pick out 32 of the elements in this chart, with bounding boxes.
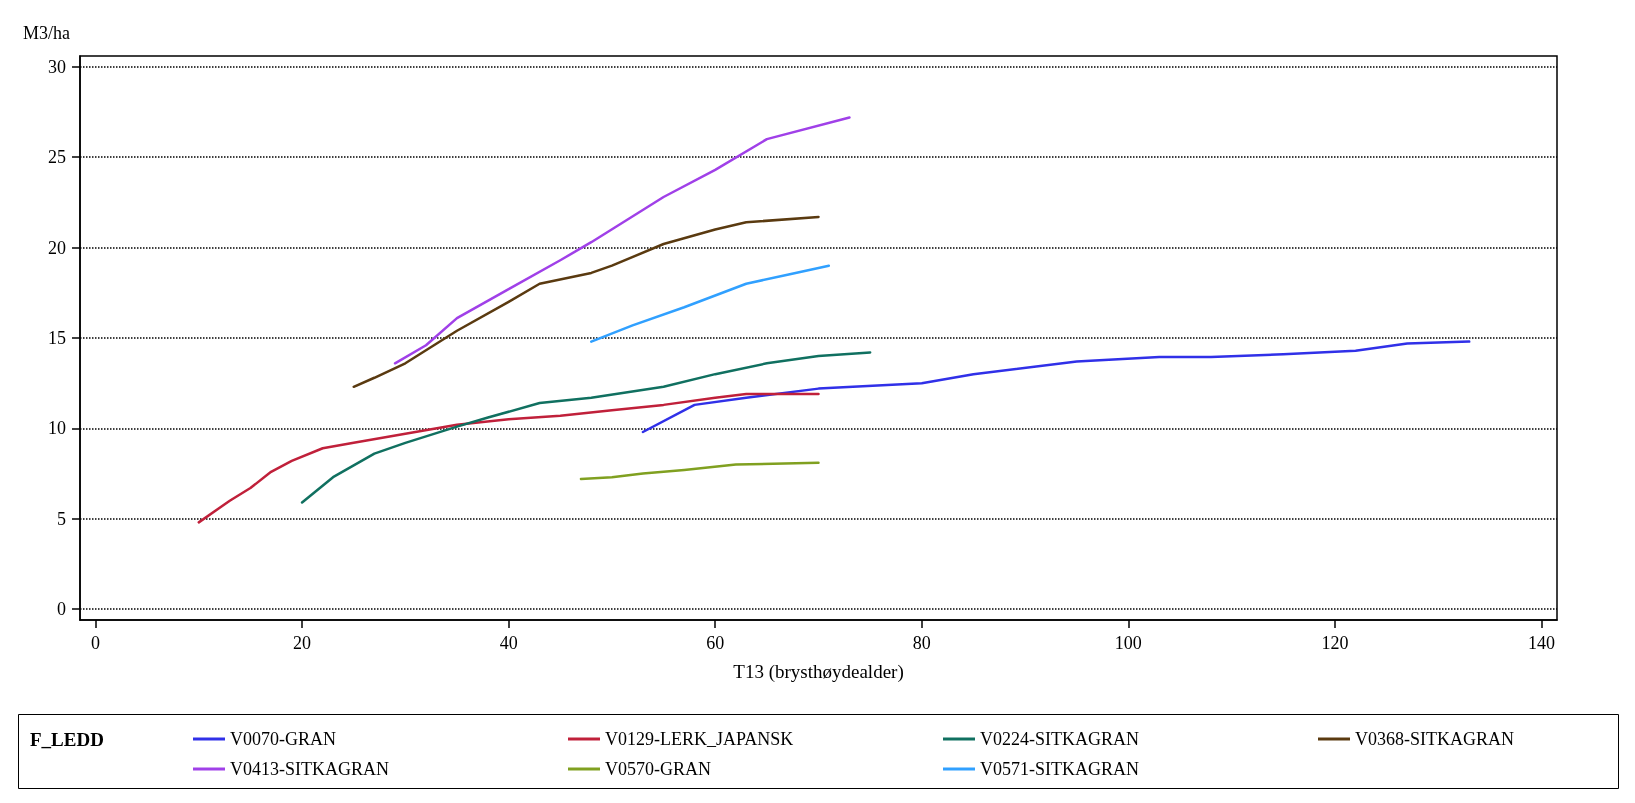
legend-label: V0413-SITKAGRAN xyxy=(230,759,389,779)
x-tick-label: 20 xyxy=(293,633,312,653)
line-series xyxy=(590,264,831,343)
line-series xyxy=(579,461,820,481)
x-tick-label: 120 xyxy=(1321,633,1349,653)
y-tick-label: 30 xyxy=(48,56,66,77)
x-tick-label: 0 xyxy=(90,633,100,653)
x-axis-title: T13 (brysthøydealder) xyxy=(733,661,904,683)
line-series xyxy=(393,116,851,365)
line-series xyxy=(300,351,872,504)
x-tick-label: 80 xyxy=(912,633,931,653)
line-series xyxy=(352,215,820,389)
legend-label: V0070-GRAN xyxy=(230,729,336,749)
legend-label: V0129-LERK_JAPANSK xyxy=(605,729,794,749)
x-tick-label: 60 xyxy=(706,633,725,653)
y-tick-label: 0 xyxy=(57,599,66,620)
legend-title: F_LEDD xyxy=(30,729,104,750)
y-tick-label: 10 xyxy=(48,418,66,439)
y-axis-title: M3/ha xyxy=(23,23,71,43)
legend-label: V0570-GRAN xyxy=(605,759,711,779)
x-tick-label: 40 xyxy=(499,633,518,653)
y-tick-label: 20 xyxy=(48,237,66,258)
legend-label: V0571-SITKAGRAN xyxy=(980,759,1139,779)
legend-label: V0224-SITKAGRAN xyxy=(980,729,1139,749)
y-tick-label: 5 xyxy=(57,508,66,529)
y-tick-label: 15 xyxy=(48,328,66,348)
x-tick-label: 140 xyxy=(1528,633,1556,653)
legend-label: V0368-SITKAGRAN xyxy=(1355,729,1514,749)
y-tick-label: 25 xyxy=(48,147,66,168)
line-series xyxy=(197,392,820,524)
x-tick-label: 100 xyxy=(1114,633,1142,653)
line-series xyxy=(641,340,1471,434)
